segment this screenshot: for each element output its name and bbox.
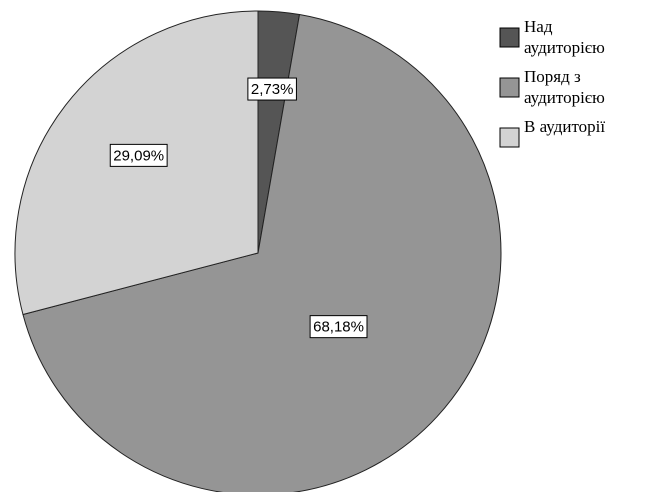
slice-label-2: 29,09% bbox=[109, 143, 168, 167]
legend-item-2: В аудиторії bbox=[499, 117, 605, 148]
legend: Над аудиторією Поряд з аудиторією В аудиторі… bbox=[499, 17, 605, 148]
legend-swatch bbox=[499, 27, 520, 48]
slice-percent-label: 29,09% bbox=[113, 147, 164, 164]
slice-label-1: 68,18% bbox=[309, 315, 368, 339]
slice-label-box bbox=[109, 143, 168, 167]
legend-label: Над bbox=[524, 17, 553, 36]
slice-label-box bbox=[309, 315, 368, 339]
legend-item-0: Над аудиторією bbox=[499, 17, 605, 57]
legend-label: В аудиторії bbox=[524, 117, 605, 136]
legend-label: аудиторією bbox=[524, 88, 605, 107]
pie-labels: 2,73% 68,18% 29,09% bbox=[109, 77, 368, 339]
legend-label: аудиторією bbox=[524, 38, 605, 57]
pie-slice-1 bbox=[22, 13, 502, 492]
slice-percent-label: 68,18% bbox=[313, 319, 364, 336]
slice-label-box bbox=[247, 77, 297, 101]
legend-label: Поряд з bbox=[524, 67, 581, 86]
legend-swatch bbox=[499, 127, 520, 148]
slice-percent-label: 2,73% bbox=[251, 81, 294, 98]
legend-swatch bbox=[499, 77, 520, 98]
slice-label-0: 2,73% bbox=[247, 77, 297, 101]
legend-item-1: Поряд з аудиторією bbox=[499, 67, 605, 107]
